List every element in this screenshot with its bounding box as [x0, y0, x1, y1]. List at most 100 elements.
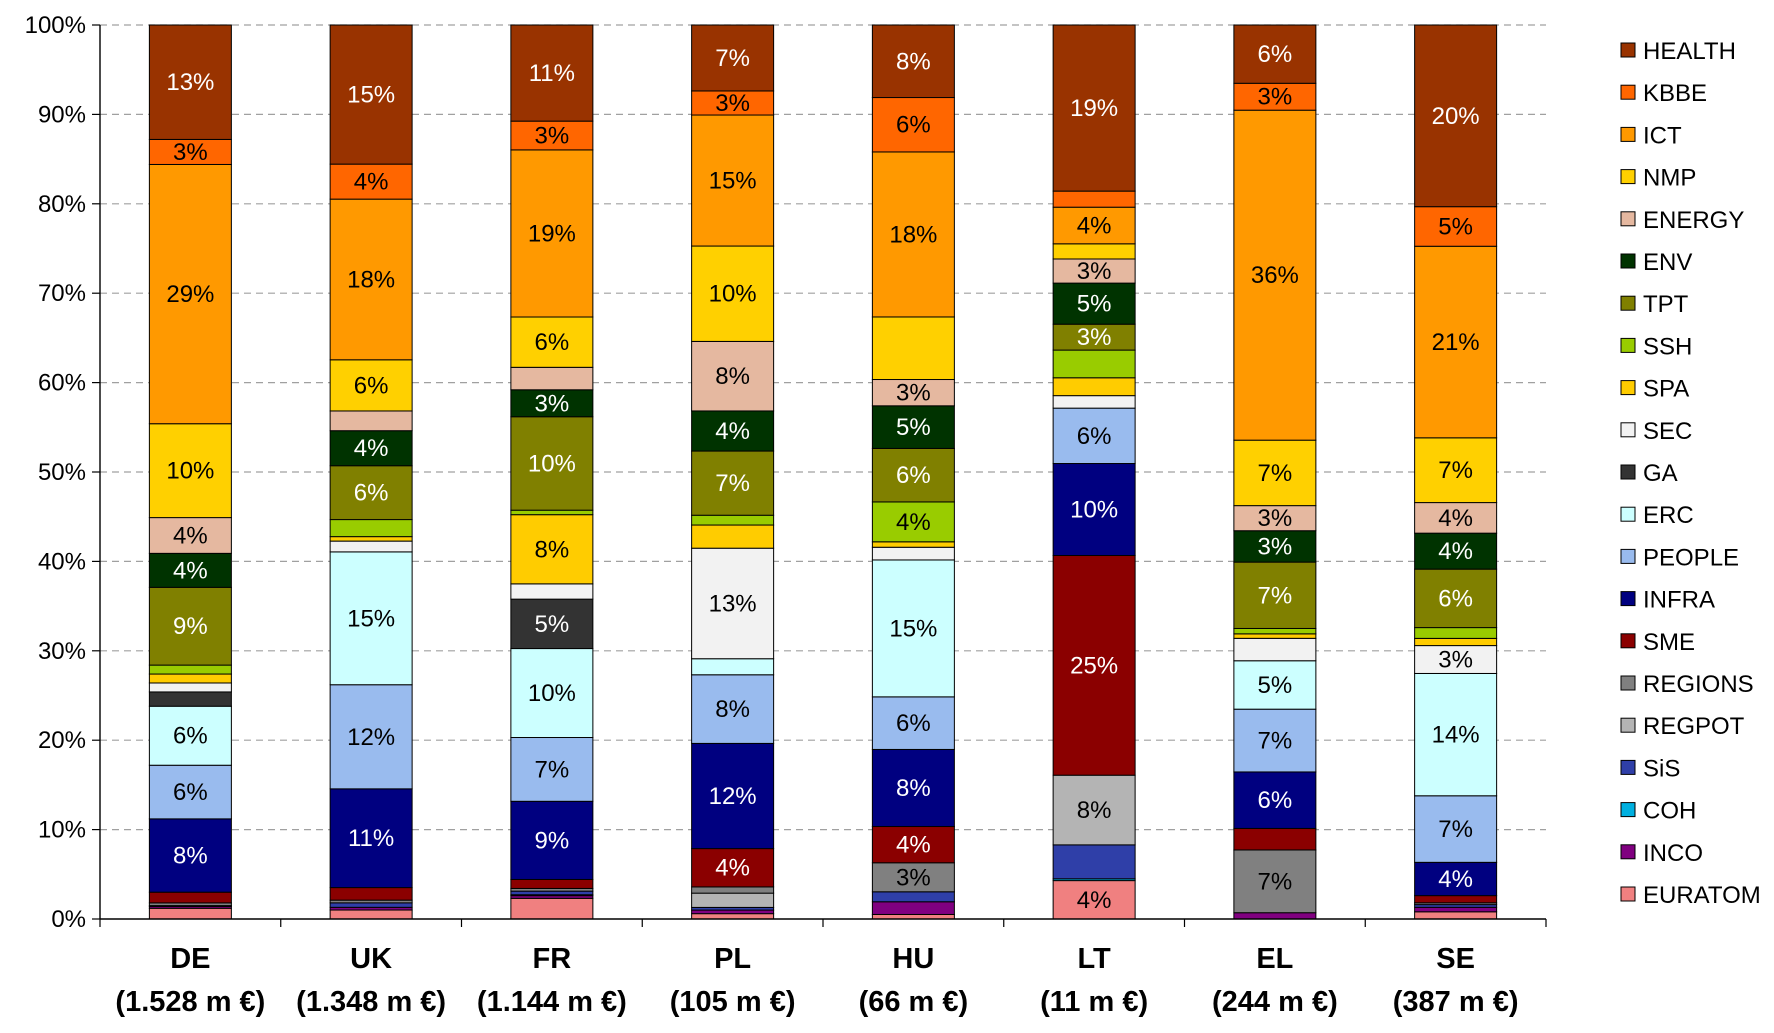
bar-segment-ict-lt — [1052, 206, 1136, 245]
data-label: 8% — [715, 363, 750, 390]
data-label: 3% — [535, 390, 570, 417]
bar-segment-inco-hu — [871, 901, 955, 915]
bar-segment-sme-el — [1233, 827, 1317, 851]
x-category-label: LT — [1077, 943, 1111, 975]
bar-segment-energy-pl — [691, 340, 775, 412]
y-tick-label: 50% — [38, 459, 86, 486]
bar-segment-erc-de — [148, 705, 232, 766]
legend-item-euratom: EURATOM — [1620, 882, 1761, 909]
legend-item-ga: GA — [1620, 460, 1678, 487]
bar-segment-tpt-hu — [871, 447, 955, 503]
legend-swatch — [1620, 211, 1636, 227]
data-label: 10% — [709, 281, 757, 308]
bar-segment-tpt-el — [1233, 561, 1317, 629]
bar-segment-infra-de — [148, 818, 232, 893]
bar-segment-sec-lt — [1052, 395, 1136, 409]
legend-swatch — [1620, 675, 1636, 691]
bar-segment-ssh-de — [148, 664, 232, 675]
legend-label: INFRA — [1643, 587, 1715, 614]
x-category-sublabel: (11 m €) — [1040, 986, 1148, 1018]
bar-segment-infra-hu — [871, 748, 955, 828]
bar-segment-people-fr — [510, 737, 594, 802]
data-label: 6% — [173, 779, 208, 806]
data-label: 15% — [889, 615, 937, 642]
bar-segment-tpt-se — [1414, 568, 1498, 629]
data-label: 10% — [528, 680, 576, 707]
data-label: 7% — [1258, 728, 1293, 755]
legend-swatch — [1620, 84, 1636, 100]
data-label: 3% — [535, 123, 570, 150]
bar-segment-kbbe-lt — [1052, 190, 1136, 208]
legend-swatch — [1620, 42, 1636, 58]
bar-segment-health-uk — [329, 24, 413, 165]
bar-segment-spa-el — [1233, 633, 1317, 639]
legend-label: PEOPLE — [1643, 544, 1739, 571]
bar-segment-euratom-uk — [329, 909, 413, 920]
bar-segment-people-uk — [329, 684, 413, 790]
data-label: 4% — [896, 509, 931, 536]
bar-segment-euratom-pl — [691, 913, 775, 920]
data-label: 8% — [896, 48, 931, 75]
data-label: 6% — [354, 372, 389, 399]
data-label: 13% — [709, 590, 757, 617]
legend-label: NMP — [1643, 165, 1696, 192]
legend-label: ICT — [1643, 122, 1682, 149]
bar-segment-infra-pl — [691, 742, 775, 850]
bar-segment-erc-hu — [871, 559, 955, 698]
legend-label: SEC — [1643, 418, 1692, 445]
y-tick-label: 60% — [38, 370, 86, 397]
legend-label: INCO — [1643, 840, 1703, 867]
data-label: 14% — [1432, 722, 1480, 749]
legend-swatch — [1620, 844, 1636, 860]
bar-segment-erc-uk — [329, 551, 413, 686]
legend-item-sme: SME — [1620, 629, 1695, 656]
data-label: 5% — [1077, 291, 1112, 318]
data-label: 4% — [715, 855, 750, 882]
bar-segment-health-el — [1233, 24, 1317, 84]
x-category-sublabel: (1.348 m €) — [296, 986, 446, 1018]
data-label: 9% — [535, 827, 570, 854]
legend-swatch — [1620, 802, 1636, 818]
y-tick-label: 90% — [38, 101, 86, 128]
x-category-sublabel: (1.144 m €) — [477, 986, 627, 1018]
bar-segment-nmp-se — [1414, 437, 1498, 504]
data-label: 8% — [173, 843, 208, 870]
data-label: 6% — [535, 329, 570, 356]
data-label: 9% — [173, 613, 208, 640]
bar-segment-sis-hu — [871, 891, 955, 903]
legend-item-nmp: NMP — [1620, 165, 1696, 192]
bar-segment-people-se — [1414, 795, 1498, 863]
bar-segment-ssh-el — [1233, 627, 1317, 635]
data-label: 15% — [347, 82, 395, 109]
legend-item-inco: INCO — [1620, 840, 1703, 867]
bar-segment-people-hu — [871, 696, 955, 750]
legend-item-people: PEOPLE — [1620, 544, 1739, 571]
bar-segment-env-uk — [329, 430, 413, 467]
legend-label: GA — [1643, 460, 1678, 487]
legend-label: KBBE — [1643, 80, 1707, 107]
bar-segment-ssh-fr — [510, 509, 594, 516]
data-label: 7% — [1258, 868, 1293, 895]
bar-segment-nmp-uk — [329, 359, 413, 412]
data-label: 7% — [715, 45, 750, 72]
data-label: 8% — [896, 775, 931, 802]
bar-segment-tpt-fr — [510, 416, 594, 511]
legend-label: ERC — [1643, 502, 1694, 529]
gridlines — [100, 24, 1546, 831]
data-label: 6% — [896, 710, 931, 737]
legend-swatch — [1620, 295, 1636, 311]
legend-item-sis: SiS — [1620, 755, 1680, 782]
data-label: 4% — [173, 522, 208, 549]
data-label: 7% — [535, 756, 570, 783]
legend-swatch — [1620, 548, 1636, 564]
legend-item-infra: INFRA — [1620, 587, 1715, 614]
legend-label: COH — [1643, 798, 1696, 825]
legend-swatch — [1620, 506, 1636, 522]
bar-segment-tpt-de — [148, 586, 232, 666]
y-tick-label: 0% — [51, 906, 86, 933]
bar-segment-regions-pl — [691, 886, 775, 894]
data-label: 7% — [715, 470, 750, 497]
x-category-label: SE — [1436, 943, 1475, 975]
bar-segment-sec-de — [148, 682, 232, 693]
